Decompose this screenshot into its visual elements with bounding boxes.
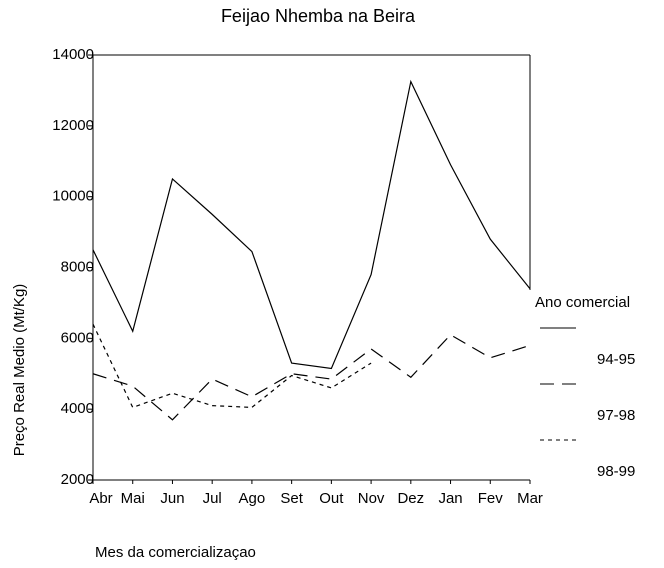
y-tick-label: 2000 bbox=[61, 471, 94, 488]
x-tick-label: Out bbox=[319, 490, 344, 507]
legend-title: Ano comercial bbox=[535, 294, 630, 311]
x-tick-label: Jan bbox=[438, 490, 462, 507]
x-tick-label: Mai bbox=[121, 490, 145, 507]
y-tick-label: 4000 bbox=[61, 400, 94, 417]
series-line bbox=[92, 334, 531, 421]
x-tick-label: Set bbox=[280, 490, 303, 507]
x-tick-label: Abr bbox=[89, 490, 112, 507]
x-axis-label: Mes da comercializaçao bbox=[95, 544, 256, 561]
y-tick-label: 10000 bbox=[52, 188, 94, 205]
x-tick-label: Jun bbox=[160, 490, 184, 507]
series-line bbox=[92, 79, 531, 370]
legend-label: 98-99 bbox=[597, 463, 635, 480]
legend-label: 97-98 bbox=[597, 407, 635, 424]
x-tick-label: Ago bbox=[239, 490, 266, 507]
x-tick-label: Fev bbox=[478, 490, 504, 507]
legend-label: 94-95 bbox=[597, 351, 635, 368]
x-tick-label: Mar bbox=[517, 490, 543, 507]
x-tick-label: Nov bbox=[358, 490, 385, 507]
series-line bbox=[92, 323, 372, 409]
y-axis-label: Preço Real Medio (Mt/Kg) bbox=[11, 284, 28, 457]
x-tick-label: Dez bbox=[397, 490, 424, 507]
x-tick-label: Jul bbox=[203, 490, 222, 507]
chart-title: Feijao Nhemba na Beira bbox=[221, 6, 416, 26]
y-tick-label: 14000 bbox=[52, 46, 94, 63]
y-tick-label: 12000 bbox=[52, 117, 94, 134]
y-tick-label: 6000 bbox=[61, 329, 94, 346]
y-tick-label: 8000 bbox=[61, 258, 94, 275]
